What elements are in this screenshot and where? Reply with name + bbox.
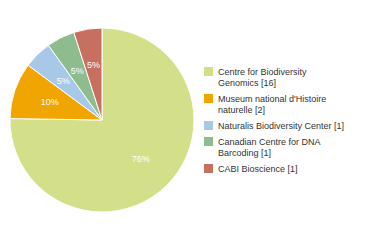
legend-label-line: CABI Bioscience [1] <box>218 164 298 174</box>
legend-item: Naturalis Biodiversity Center [1] <box>204 121 344 131</box>
legend-label: Centre for BiodiversityGenomics [16] <box>218 67 307 88</box>
legend-item: Centre for BiodiversityGenomics [16] <box>204 67 307 88</box>
data-label: 10% <box>41 97 59 107</box>
legend-label-line: Canadian Centre for DNA <box>218 137 321 147</box>
data-label: 5% <box>71 66 84 76</box>
legend-label-line: Barcoding [1] <box>218 148 271 158</box>
pie <box>10 28 194 212</box>
legend-item: CABI Bioscience [1] <box>204 164 298 174</box>
legend-label: Canadian Centre for DNABarcoding [1] <box>218 137 321 158</box>
legend-swatch <box>204 137 213 146</box>
legend-label-line: Centre for Biodiversity <box>218 67 307 77</box>
legend-swatch <box>204 164 213 173</box>
data-label: 5% <box>87 60 100 70</box>
chart: 76%10%5%5%5%Centre for BiodiversityGenom… <box>0 0 380 240</box>
legend-item: Canadian Centre for DNABarcoding [1] <box>204 137 321 158</box>
legend-label-line: naturelle [2] <box>218 105 265 115</box>
legend-item: Museum national d'Histoirenaturelle [2] <box>204 94 326 115</box>
data-label: 76% <box>132 154 150 164</box>
data-labels: 76%10%5%5%5% <box>41 60 150 164</box>
legend-label-line: Naturalis Biodiversity Center [1] <box>218 121 344 131</box>
legend-swatch <box>204 67 213 76</box>
legend-label: Museum national d'Histoirenaturelle [2] <box>218 94 326 115</box>
legend-label-line: Genomics [16] <box>218 78 276 88</box>
legend: Centre for BiodiversityGenomics [16] Muse… <box>204 67 344 174</box>
legend-swatch <box>204 121 213 130</box>
legend-label: CABI Bioscience [1] <box>218 164 298 174</box>
slice <box>10 28 194 212</box>
legend-swatch <box>204 94 213 103</box>
legend-label: Naturalis Biodiversity Center [1] <box>218 121 344 131</box>
data-label: 5% <box>57 76 70 86</box>
legend-label-line: Museum national d'Histoire <box>218 94 326 104</box>
